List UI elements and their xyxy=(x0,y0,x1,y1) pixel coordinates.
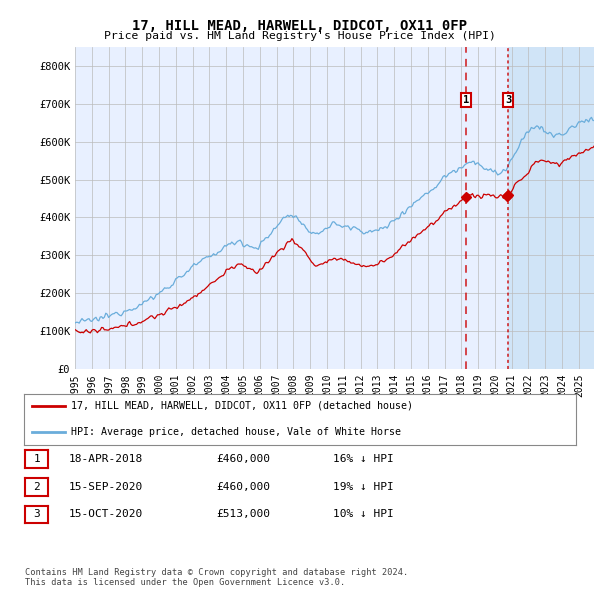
Text: 3: 3 xyxy=(33,510,40,519)
Text: 19% ↓ HPI: 19% ↓ HPI xyxy=(333,482,394,491)
Text: Price paid vs. HM Land Registry's House Price Index (HPI): Price paid vs. HM Land Registry's House … xyxy=(104,31,496,41)
Text: Contains HM Land Registry data © Crown copyright and database right 2024.
This d: Contains HM Land Registry data © Crown c… xyxy=(25,568,409,587)
Text: £460,000: £460,000 xyxy=(216,454,270,464)
Text: 10% ↓ HPI: 10% ↓ HPI xyxy=(333,510,394,519)
Text: 1: 1 xyxy=(33,454,40,464)
Text: 17, HILL MEAD, HARWELL, DIDCOT, OX11 0FP (detached house): 17, HILL MEAD, HARWELL, DIDCOT, OX11 0FP… xyxy=(71,401,413,411)
Bar xyxy=(508,47,596,369)
Text: 15-SEP-2020: 15-SEP-2020 xyxy=(69,482,143,491)
Text: £513,000: £513,000 xyxy=(216,510,270,519)
Text: 16% ↓ HPI: 16% ↓ HPI xyxy=(333,454,394,464)
Text: 15-OCT-2020: 15-OCT-2020 xyxy=(69,510,143,519)
Text: 3: 3 xyxy=(505,95,511,105)
Text: 2: 2 xyxy=(33,482,40,491)
Text: HPI: Average price, detached house, Vale of White Horse: HPI: Average price, detached house, Vale… xyxy=(71,427,401,437)
Text: £460,000: £460,000 xyxy=(216,482,270,491)
Text: 1: 1 xyxy=(463,95,469,105)
Text: 18-APR-2018: 18-APR-2018 xyxy=(69,454,143,464)
Text: 17, HILL MEAD, HARWELL, DIDCOT, OX11 0FP: 17, HILL MEAD, HARWELL, DIDCOT, OX11 0FP xyxy=(133,19,467,33)
